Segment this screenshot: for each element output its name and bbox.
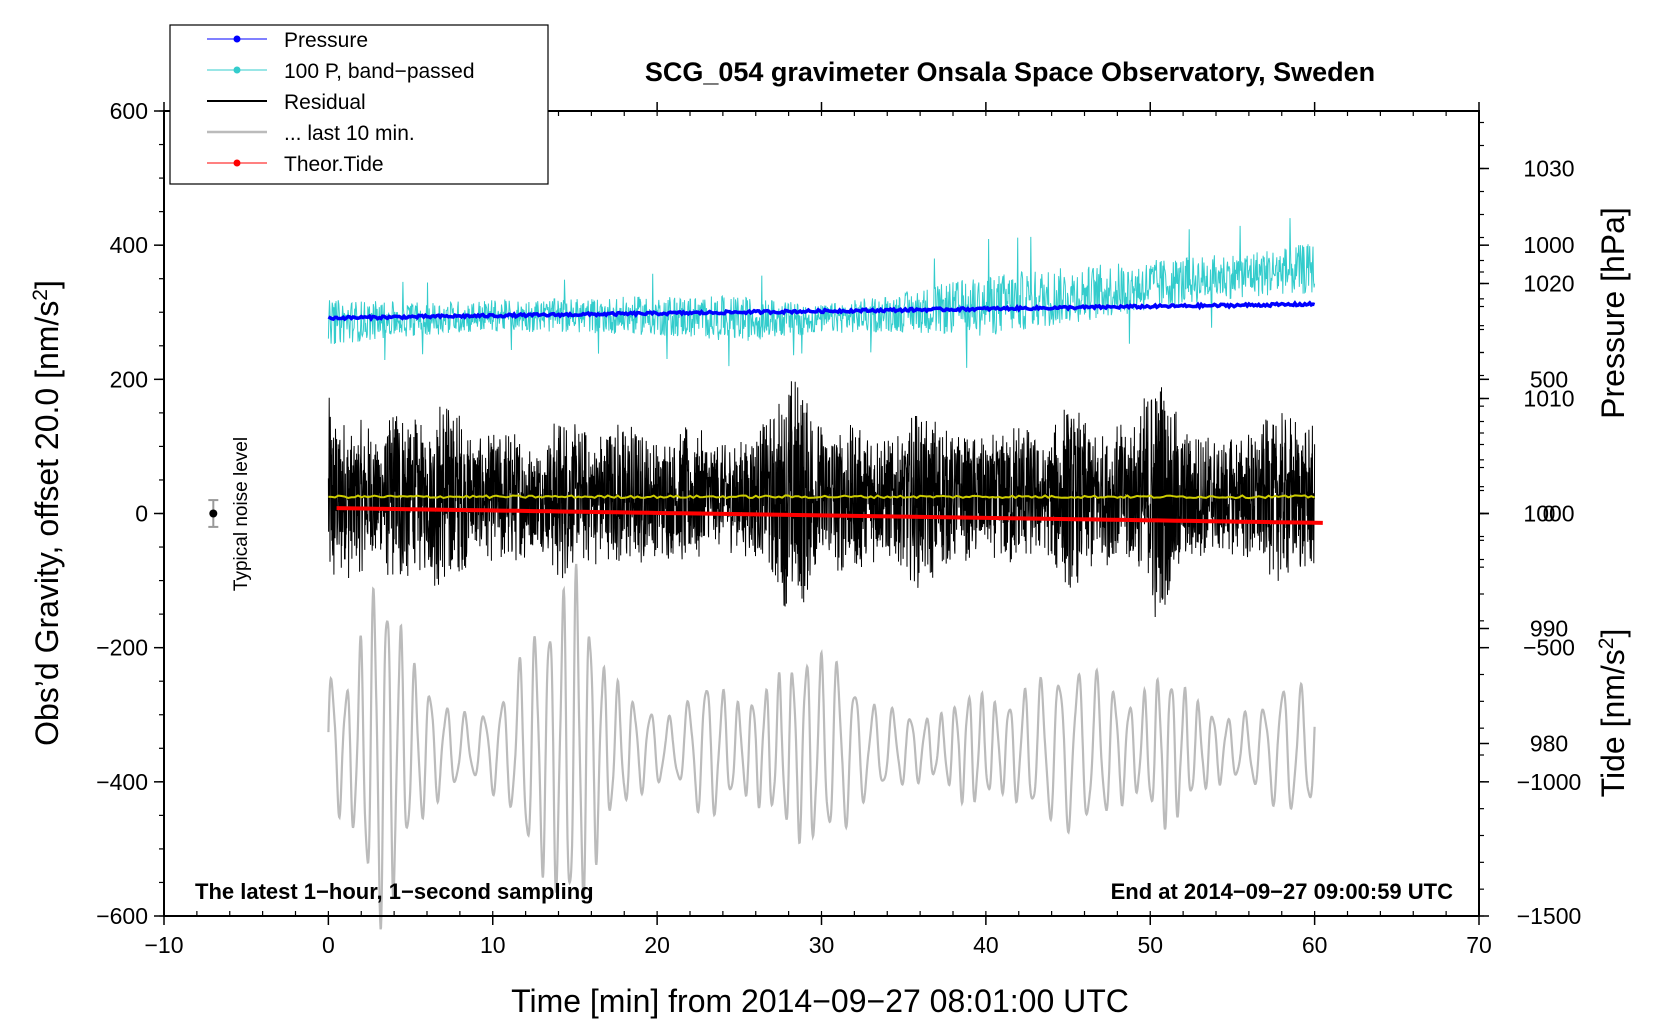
y-tick-label: −400 bbox=[96, 769, 148, 795]
x-tick-label: 10 bbox=[480, 932, 506, 958]
y-axis-label-left-tail: ] bbox=[29, 280, 65, 289]
y-axis-label-pressure: Pressure [hPa] bbox=[1595, 207, 1631, 419]
series-mean bbox=[328, 494, 1315, 500]
noise-bar bbox=[208, 499, 219, 528]
legend-item-tide: Theor.Tide bbox=[207, 153, 384, 176]
series-theor-tide bbox=[336, 506, 1323, 525]
x-tick-label: 70 bbox=[1466, 932, 1492, 958]
series-100p-bandpassed bbox=[327, 218, 1316, 368]
y-tick-label: 200 bbox=[110, 366, 148, 392]
series-residual bbox=[327, 381, 1316, 618]
legend-item-pressure: Pressure bbox=[207, 29, 368, 52]
y-tick-label: 400 bbox=[110, 232, 148, 258]
tide-tick-label: 0 bbox=[1543, 501, 1556, 527]
y-axis-label-left-main: Obs’d Gravity, offset 20.0 [nm/s bbox=[29, 301, 65, 746]
series-layer bbox=[327, 218, 1323, 930]
legend-marker-bandpassed bbox=[233, 66, 241, 74]
legend-marker-tide bbox=[233, 159, 241, 167]
ticks-layer: −10 0 10 20 30 40 50 60 706004002000−200−400−600… bbox=[96, 98, 1581, 958]
noise-bar-point bbox=[209, 509, 218, 518]
legend-item-bandpassed: 100 P, band−passed bbox=[207, 60, 475, 83]
note-bottom-right: End at 2014−09−27 09:00:59 UTC bbox=[1111, 879, 1454, 904]
legend: Pressure 100 P, band−passed Residual ...… bbox=[169, 24, 549, 185]
tide-tick-label: 1000 bbox=[1523, 232, 1574, 258]
x-tick-label: 60 bbox=[1302, 932, 1328, 958]
legend-item-last10: ... last 10 min. bbox=[207, 122, 415, 145]
tide-tick-label: −1000 bbox=[1517, 769, 1582, 795]
legend-box bbox=[169, 24, 549, 185]
y-tick-label: −600 bbox=[96, 903, 148, 929]
y-axis-label-tide: Tide [nm/s2] bbox=[1595, 629, 1632, 798]
y-axis-label-tide-main: Tide [nm/s bbox=[1595, 649, 1631, 797]
note-bottom-left: The latest 1−hour, 1−second sampling bbox=[195, 879, 594, 904]
y-tick-label: −200 bbox=[96, 635, 148, 661]
legend-label-last10: ... last 10 min. bbox=[284, 122, 415, 145]
x-tick-label: 40 bbox=[973, 932, 999, 958]
pressure-tick-label: 1020 bbox=[1523, 271, 1574, 297]
y-axis-label-left: Obs’d Gravity, offset 20.0 [nm/s2] bbox=[29, 280, 66, 746]
legend-item-residual: Residual bbox=[207, 91, 366, 114]
x-tick-label: 50 bbox=[1137, 932, 1163, 958]
pressure-tick-label: 1030 bbox=[1523, 156, 1574, 182]
y-axis-label-tide-sup: 2 bbox=[1595, 638, 1618, 650]
tide-tick-label: −500 bbox=[1523, 635, 1575, 661]
chart-title: SCG_054 gravimeter Onsala Space Observat… bbox=[645, 57, 1375, 87]
y-axis-label-tide-tail: ] bbox=[1595, 629, 1631, 638]
y-tick-label: 600 bbox=[110, 98, 148, 124]
x-tick-label: 0 bbox=[322, 932, 335, 958]
x-axis-label: Time [min] from 2014−09−27 08:01:00 UTC bbox=[511, 983, 1129, 1019]
y-tick-label: 0 bbox=[135, 501, 148, 527]
tide-tick-label: −1500 bbox=[1517, 903, 1582, 929]
pressure-tick-label: 980 bbox=[1530, 731, 1568, 757]
x-tick-label: 20 bbox=[644, 932, 670, 958]
tide-tick-label: 500 bbox=[1530, 366, 1568, 392]
legend-label-tide: Theor.Tide bbox=[284, 153, 384, 176]
series-pressure bbox=[327, 300, 1316, 322]
legend-label-residual: Residual bbox=[284, 91, 366, 114]
pressure-tick-label: 990 bbox=[1530, 616, 1568, 642]
legend-marker-pressure bbox=[233, 35, 241, 43]
pressure-tick-label: 1010 bbox=[1523, 386, 1574, 412]
pressure-tick-label: 1000 bbox=[1523, 501, 1574, 527]
y-axis-label-left-sup: 2 bbox=[29, 289, 52, 301]
legend-label-pressure: Pressure bbox=[284, 29, 368, 52]
legend-label-bandpassed: 100 P, band−passed bbox=[284, 60, 475, 83]
x-tick-label: −10 bbox=[144, 932, 183, 958]
x-tick-label: 30 bbox=[809, 932, 835, 958]
noise-level-label: Typical noise level bbox=[231, 437, 252, 591]
series-last-10-min bbox=[327, 563, 1316, 930]
